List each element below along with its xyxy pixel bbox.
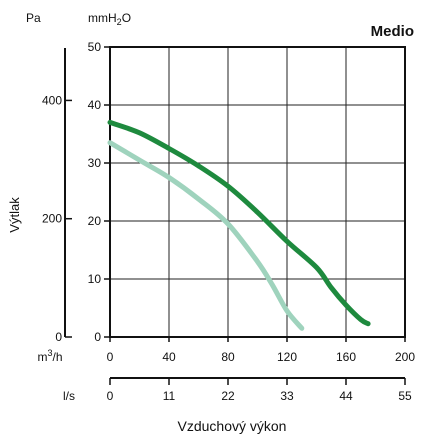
y-secondary-tick-label: 0: [55, 330, 62, 344]
y-secondary-tick-label: 400: [42, 93, 62, 107]
y-primary-tick-label: 50: [88, 40, 102, 54]
chart-title: Medio: [371, 23, 414, 40]
y-primary-tick-label: 30: [88, 156, 102, 170]
series-layer: [107, 119, 371, 331]
series-line-2: [107, 140, 305, 331]
x-primary-tick-label: 80: [221, 350, 235, 364]
x-secondary-tick-label: 44: [339, 389, 353, 403]
x-secondary-tick-label: 0: [107, 389, 114, 403]
y-primary-tick-label: 40: [88, 98, 102, 112]
plot-frame: [109, 46, 406, 338]
y-axis-label: Výtlak: [7, 197, 22, 233]
x-primary-ticks: 0 40 80 120 160 200: [107, 337, 415, 364]
y-primary-ticks: 0 10 20 30 40 50: [88, 40, 110, 344]
series-line-1: [107, 119, 371, 327]
x-secondary-tick-label: 33: [280, 389, 294, 403]
x-secondary-unit: l/s: [63, 389, 75, 403]
x-primary-tick-label: 200: [395, 350, 415, 364]
y-primary-unit: mmH2O: [88, 11, 131, 27]
x-primary-unit: m3/h: [37, 348, 62, 364]
chart-grid: [109, 46, 406, 338]
y-primary-tick-label: 20: [88, 214, 102, 228]
y-secondary-ticks: 0 200 400: [42, 93, 72, 344]
y-primary-tick-label: 0: [94, 330, 101, 344]
x-secondary-tick-label: 55: [398, 389, 412, 403]
y-primary-tick-label: 10: [88, 272, 102, 286]
x-primary-tick-label: 120: [277, 350, 297, 364]
y-secondary-unit: Pa: [26, 11, 41, 25]
x-secondary-ticks: 0 11 22 33 44 55: [107, 378, 412, 403]
x-secondary-tick-label: 11: [163, 389, 176, 403]
x-axis-label: Vzduchový výkon: [178, 418, 287, 434]
x-secondary-tick-label: 22: [221, 389, 235, 403]
x-primary-tick-label: 0: [107, 350, 114, 364]
y-secondary-tick-label: 200: [42, 212, 62, 226]
x-primary-tick-label: 40: [162, 350, 176, 364]
x-primary-tick-label: 160: [336, 350, 356, 364]
